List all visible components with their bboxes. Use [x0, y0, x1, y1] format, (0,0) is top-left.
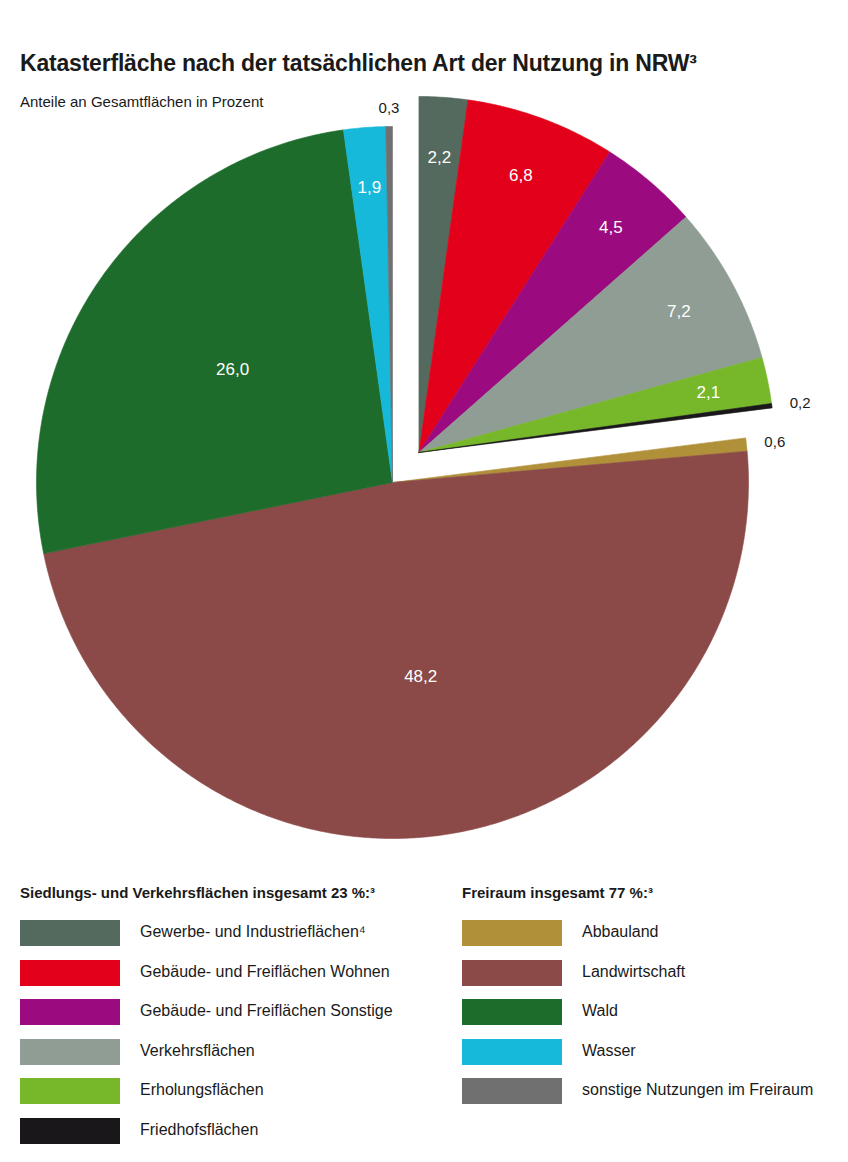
- html-text:Gewerbe- und Industrieflächen⁴: Gewerbe- und Industrieflächen⁴: [140, 923, 366, 940]
- svg-text:0,6: 0,6: [764, 433, 785, 450]
- svg-text:4,5: 4,5: [599, 218, 623, 237]
- svg-text:26,0: 26,0: [216, 360, 249, 379]
- svg-text:2,2: 2,2: [428, 148, 452, 167]
- html-text:sonstige Nutzungen im Freiraum: sonstige Nutzungen im Freiraum: [582, 1081, 814, 1098]
- html-text:Anteile an Gesamtflächen in Pr: Anteile an Gesamtflächen in Prozent: [20, 93, 264, 110]
- svg-text:48,2: 48,2: [404, 667, 437, 686]
- html-text:Verkehrsflächen: Verkehrsflächen: [140, 1041, 255, 1059]
- svg-text:0,3: 0,3: [379, 99, 400, 116]
- html-text:Katasterfläche nach der tatsäc: Katasterfläche nach der tatsächlichen Ar…: [20, 50, 697, 76]
- svg-text:7,2: 7,2: [667, 302, 691, 321]
- svg-text:1,9: 1,9: [357, 178, 381, 197]
- svg-text:0,2: 0,2: [790, 394, 811, 411]
- html-text:Wasser: Wasser: [582, 1041, 636, 1059]
- svg-text:6,8: 6,8: [509, 166, 533, 185]
- html-text:Abbauland: Abbauland: [582, 923, 659, 940]
- html-text:Freiraum insgesamt 77 %:³: Freiraum insgesamt 77 %:³: [462, 884, 653, 901]
- html-text:Wald: Wald: [582, 1002, 618, 1019]
- svg-text:2,1: 2,1: [696, 383, 720, 402]
- html-text:Gebäude- und Freiflächen Wohne: Gebäude- und Freiflächen Wohnen: [140, 962, 390, 980]
- html-text:Landwirtschaft: Landwirtschaft: [582, 962, 686, 980]
- html-text:Siedlungs- und Verkehrsflächen: Siedlungs- und Verkehrsflächen insgesamt…: [20, 884, 376, 901]
- html-text:Gebäude- und Freiflächen Sonst: Gebäude- und Freiflächen Sonstige: [140, 1002, 393, 1019]
- html-text:Erholungsflächen: Erholungsflächen: [140, 1081, 264, 1098]
- html-text:Friedhofsflächen: Friedhofsflächen: [140, 1120, 259, 1138]
